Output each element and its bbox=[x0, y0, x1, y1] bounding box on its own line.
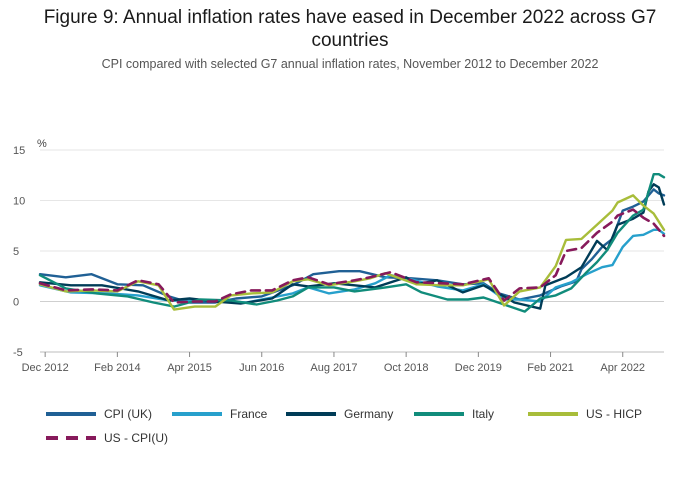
y-tick-label: 10 bbox=[13, 196, 25, 208]
y-tick-label: 0 bbox=[13, 297, 19, 309]
line-chart: -5 0 5 10 15 Dec 2012 Feb 2014 Apr 2015 Jun 2016… bbox=[13, 138, 666, 374]
y-tick-label: 15 bbox=[13, 145, 25, 157]
chart-title-line-2: countries bbox=[311, 30, 389, 51]
axes: -5 0 5 10 15 Dec 2012 Feb 2014 Apr 2015 Jun 2016… bbox=[13, 145, 664, 374]
x-tick-label: Dec 2012 bbox=[22, 362, 69, 374]
x-tick-label: Jun 2016 bbox=[239, 362, 284, 374]
legend-label: US - CPI(U) bbox=[104, 431, 168, 445]
y-tick-label: -5 bbox=[13, 347, 23, 359]
legend-label: France bbox=[230, 407, 268, 421]
series-line-us-hicp bbox=[38, 194, 666, 311]
x-tick-label: Aug 2017 bbox=[310, 362, 357, 374]
legend-item: Germany bbox=[286, 404, 393, 424]
chart-title: Figure 9: Annual inflation rates have ea… bbox=[0, 6, 700, 52]
x-tick-label: Oct 2018 bbox=[384, 362, 429, 374]
x-tick-label: Feb 2021 bbox=[527, 362, 573, 374]
legend-swatch bbox=[46, 436, 96, 440]
legend-item: Italy bbox=[414, 404, 494, 424]
legend-label: Italy bbox=[472, 407, 495, 421]
legend-swatch bbox=[46, 412, 96, 416]
x-tick-label: Feb 2014 bbox=[94, 362, 140, 374]
series-line-us-cpi-u bbox=[38, 208, 666, 304]
x-tick-label: Apr 2015 bbox=[167, 362, 212, 374]
legend-item: CPI (UK) bbox=[46, 404, 152, 424]
legend-label: Germany bbox=[344, 407, 394, 421]
legend-swatch bbox=[528, 412, 578, 416]
x-tick-label: Dec 2019 bbox=[455, 362, 502, 374]
chart-subtitle: CPI compared with selected G7 annual inf… bbox=[101, 57, 599, 71]
legend-item: France bbox=[172, 404, 267, 424]
y-tick-label: 5 bbox=[13, 246, 19, 258]
legend-item: US - CPI(U) bbox=[46, 428, 168, 448]
chart-title-line-1: Figure 9: Annual inflation rates have ea… bbox=[43, 7, 657, 28]
x-tick-label: Apr 2022 bbox=[600, 362, 645, 374]
y-axis-unit-label: % bbox=[37, 138, 47, 150]
series-lines bbox=[38, 173, 666, 313]
legend-swatch bbox=[286, 412, 336, 416]
legend-item: US - HICP bbox=[528, 404, 642, 424]
legend-swatch bbox=[414, 412, 464, 416]
legend-label: CPI (UK) bbox=[104, 407, 152, 421]
legend-label: US - HICP bbox=[586, 407, 643, 421]
legend-swatch bbox=[172, 412, 222, 416]
